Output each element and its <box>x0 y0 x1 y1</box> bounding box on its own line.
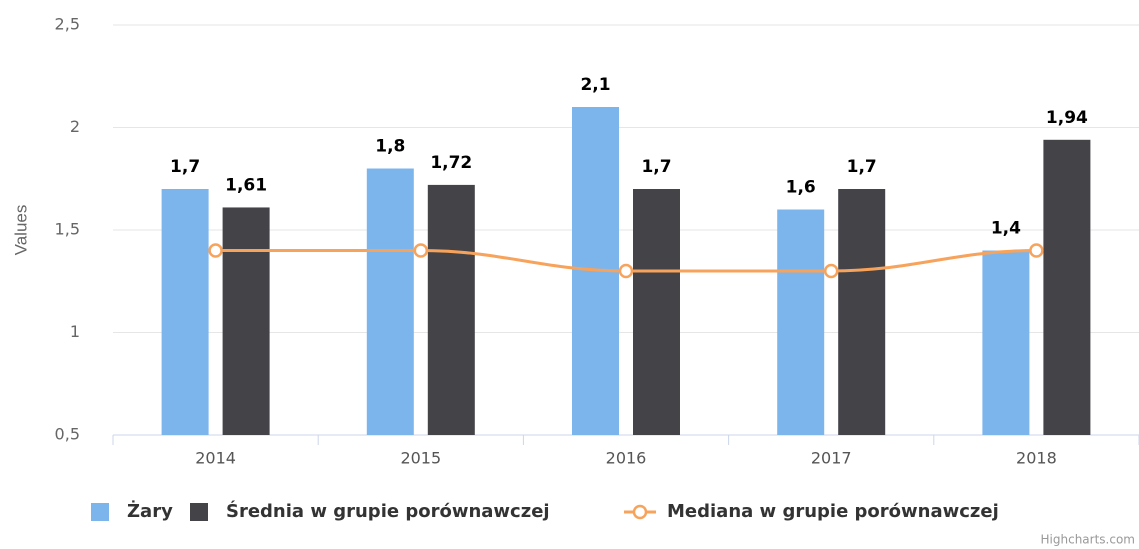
legend-label: Średnia w grupie porównawczej <box>226 500 550 522</box>
legend-symbol <box>632 504 648 520</box>
bar <box>427 184 475 435</box>
legend-symbol <box>190 503 208 521</box>
data-label: 1,8 <box>375 137 405 157</box>
data-label: 1,4 <box>991 219 1021 239</box>
bar <box>366 168 414 435</box>
y-tick-label: 1,5 <box>55 220 80 239</box>
y-tick-label: 0,5 <box>55 425 80 444</box>
x-tick-label: 2014 <box>195 449 236 468</box>
legend-label: Mediana w grupie porównawczej <box>667 501 999 522</box>
data-label: 1,6 <box>786 178 816 198</box>
data-label: 1,7 <box>170 157 200 177</box>
bar <box>838 189 886 435</box>
line-marker <box>1029 243 1044 258</box>
x-tick-label: 2017 <box>811 449 852 468</box>
bar <box>1043 139 1091 436</box>
legend-symbol <box>91 503 109 521</box>
bar <box>161 189 209 435</box>
bar <box>777 209 825 435</box>
data-label: 1,72 <box>430 153 472 173</box>
bar <box>222 207 270 435</box>
data-label: 1,94 <box>1046 108 1088 128</box>
bar <box>982 250 1030 435</box>
data-label: 1,61 <box>225 175 267 195</box>
line-marker <box>413 243 429 258</box>
line-marker <box>823 263 839 279</box>
legend-label: Żary <box>127 500 173 522</box>
data-label: 1,7 <box>847 157 877 177</box>
x-tick-label: 2015 <box>400 449 441 468</box>
y-tick-label: 2 <box>70 117 80 136</box>
data-label: 1,7 <box>641 157 671 177</box>
y-tick-label: 1 <box>70 322 80 341</box>
line-marker <box>618 263 634 279</box>
bar <box>633 189 680 435</box>
data-label: 2,1 <box>580 75 610 95</box>
y-axis-title: Values <box>11 205 30 256</box>
credits: Highcharts.com <box>1041 533 1135 547</box>
x-tick-label: 2018 <box>1016 449 1057 468</box>
line-marker <box>208 243 223 258</box>
y-tick-label: 2,5 <box>55 15 80 34</box>
x-tick-label: 2016 <box>606 449 647 468</box>
